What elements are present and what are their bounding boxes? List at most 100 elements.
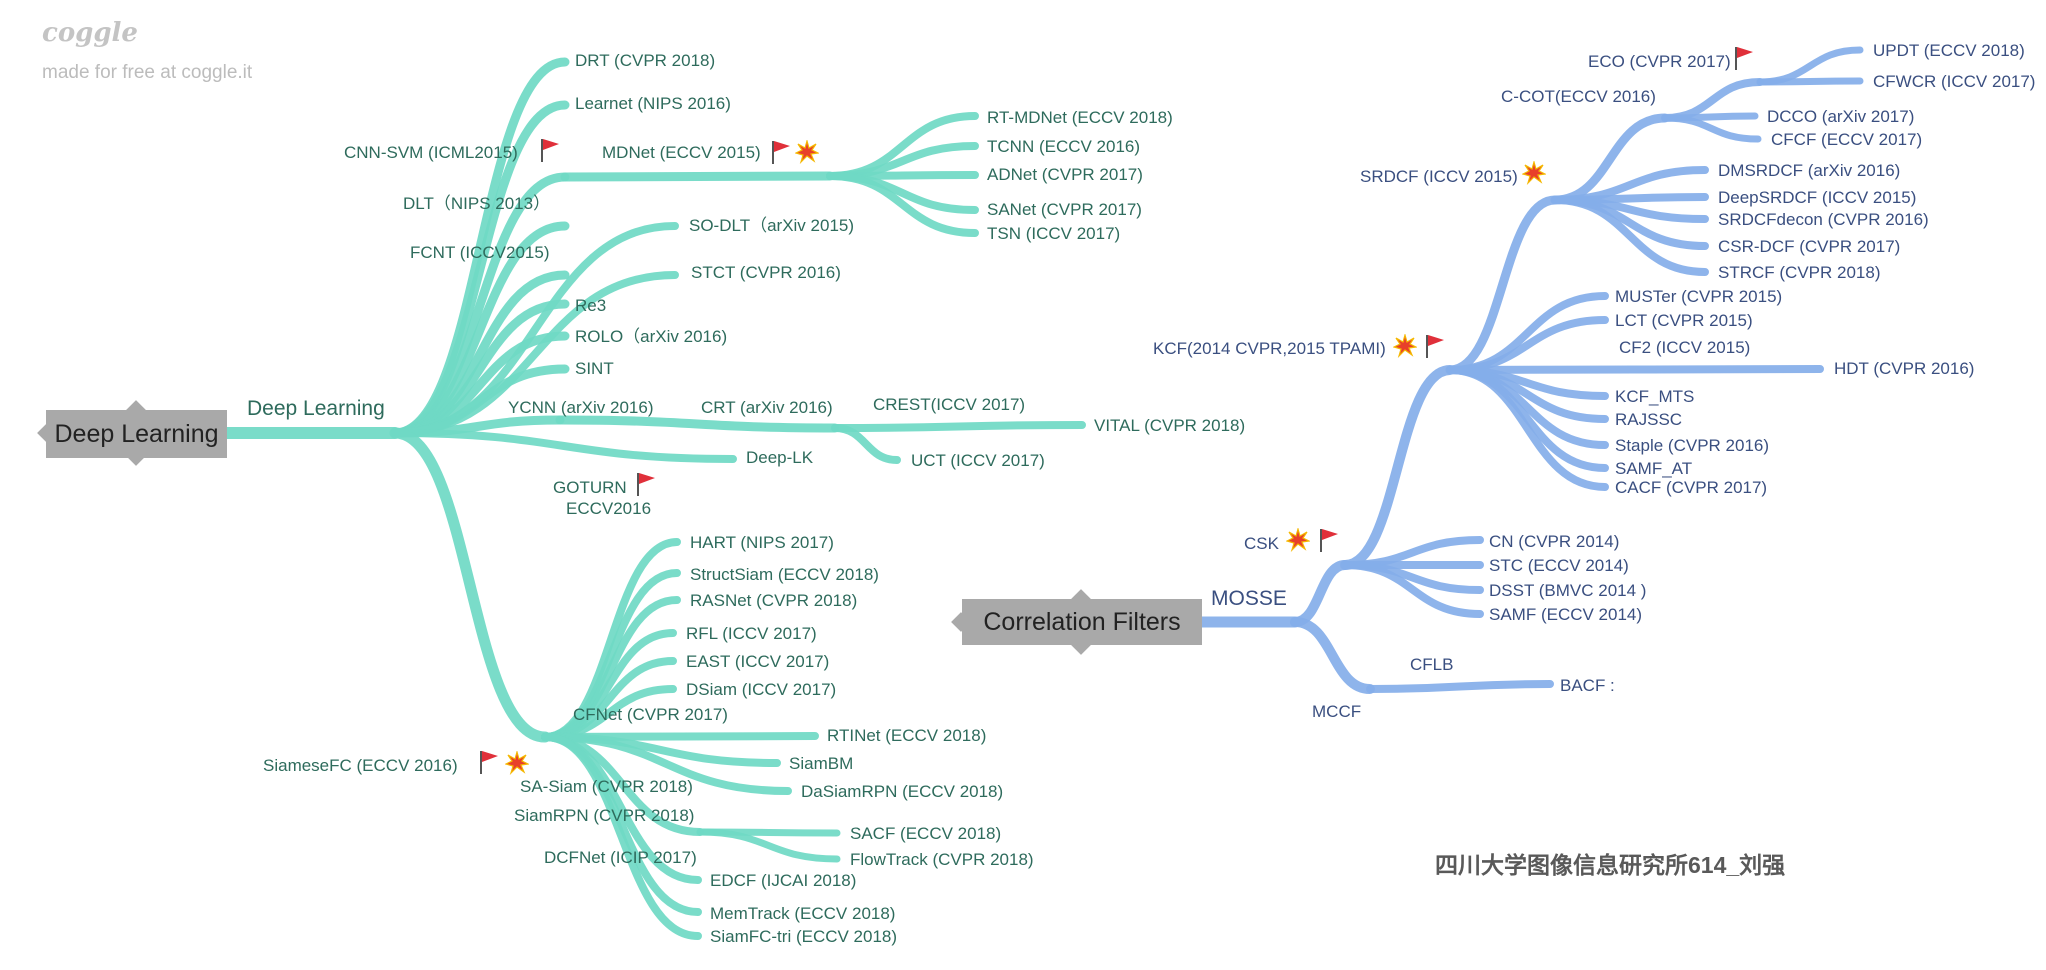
- branch-connector: [1550, 113, 1670, 205]
- node-cnn-svm[interactable]: CNN-SVM (ICML2015): [344, 143, 518, 162]
- node-dlt[interactable]: DLT（NIPS 2013）: [403, 194, 551, 213]
- node-fcnt[interactable]: FCNT (ICCV2015): [410, 243, 550, 262]
- node-rt-mdnet[interactable]: RT-MDNet (ECCV 2018): [987, 108, 1173, 127]
- explosion-icon: [1286, 528, 1310, 552]
- branch-connector: [541, 733, 792, 795]
- node-tsn[interactable]: TSN (ICCV 2017): [987, 224, 1121, 243]
- node-srdcf[interactable]: SRDCF (ICCV 2015): [1360, 167, 1518, 186]
- node-srdcfdecon[interactable]: SRDCFdecon (CVPR 2016): [1718, 210, 1929, 229]
- node-adnet[interactable]: ADNet (CVPR 2017): [987, 165, 1143, 184]
- node-sint[interactable]: SINT: [575, 359, 614, 378]
- node-hart[interactable]: HART (NIPS 2017): [690, 533, 834, 552]
- node-mccf[interactable]: MCCF: [1312, 702, 1362, 721]
- node-dasiamrpn[interactable]: DaSiamRPN (ECCV 2018): [801, 782, 1004, 801]
- node-rajssc[interactable]: RAJSSC: [1615, 410, 1683, 429]
- branch-connector: [831, 424, 901, 464]
- node-csk[interactable]: CSK: [1244, 534, 1279, 553]
- node-east[interactable]: EAST (ICCV 2017): [686, 652, 830, 671]
- node-ycnn[interactable]: YCNN (arXiv 2016): [508, 398, 654, 417]
- branch-connector: [391, 429, 737, 463]
- node-flowtrack[interactable]: FlowTrack (CVPR 2018): [850, 850, 1034, 869]
- node-cflb[interactable]: CFLB: [1410, 655, 1454, 674]
- node-stct[interactable]: STCT (CVPR 2016): [691, 263, 841, 282]
- node-staple[interactable]: Staple (CVPR 2016): [1615, 436, 1770, 455]
- branch-connector: [1551, 196, 1709, 276]
- node-samf-at[interactable]: SAMF_AT: [1615, 459, 1693, 478]
- node-siamrpn[interactable]: SiamRPN (CVPR 2018): [514, 806, 695, 825]
- node-cn[interactable]: CN (CVPR 2014): [1489, 532, 1620, 551]
- branch-connector: [826, 172, 979, 237]
- node-dcfnet[interactable]: DCFNet (ICIP 2017): [544, 848, 697, 867]
- node-learnet[interactable]: Learnet (NIPS 2016): [575, 94, 731, 113]
- explosion-icon: [795, 140, 819, 164]
- coggle-subtitle[interactable]: made for free at coggle.it: [42, 62, 253, 83]
- author-credit: 四川大学图像信息研究所614_刘强: [1435, 852, 1786, 878]
- node-bacf[interactable]: BACF :: [1560, 676, 1615, 695]
- node-uct[interactable]: UCT (ICCV 2017): [911, 451, 1045, 470]
- node-hdt[interactable]: HDT (CVPR 2016): [1834, 359, 1975, 378]
- mosse-branch-label[interactable]: MOSSE: [1211, 587, 1287, 610]
- node-kcf-mts[interactable]: KCF_MTS: [1615, 387, 1695, 406]
- node-cf2[interactable]: CF2 (ICCV 2015): [1619, 338, 1751, 357]
- coggle-logo[interactable]: coggle: [42, 18, 138, 48]
- node-sacf[interactable]: SACF (ECCV 2018): [850, 824, 1002, 843]
- branch-connector: [1756, 77, 1864, 86]
- node-ccot[interactable]: C-COT(ECCV 2016): [1501, 87, 1656, 106]
- node-memtrack[interactable]: MemTrack (ECCV 2018): [710, 904, 896, 923]
- node-lct[interactable]: LCT (CVPR 2015): [1615, 311, 1753, 330]
- branch-connector: [555, 415, 840, 433]
- node-dsiam[interactable]: DSiam (ICCV 2017): [686, 680, 837, 699]
- node-so-dlt[interactable]: SO-DLT（arXiv 2015): [689, 216, 855, 235]
- node-eco[interactable]: ECO (CVPR 2017): [1588, 52, 1731, 71]
- node-strcf[interactable]: STRCF (CVPR 2018): [1718, 263, 1881, 282]
- node-siamesefc[interactable]: SiameseFC (ECCV 2016): [263, 756, 458, 775]
- node-structsiam[interactable]: StructSiam (ECCV 2018): [690, 565, 879, 584]
- correlation-filters-root[interactable]: Correlation Filters: [962, 599, 1202, 645]
- node-updt[interactable]: UPDT (ECCV 2018): [1873, 41, 2025, 60]
- node-csr-dcf[interactable]: CSR-DCF (CVPR 2017): [1718, 237, 1901, 256]
- node-rtinet[interactable]: RTINet (ECCV 2018): [827, 726, 987, 745]
- branch-connector: [696, 828, 841, 863]
- explosion-icon: [1522, 161, 1546, 185]
- node-dmsrdcf[interactable]: DMSRDCF (arXiv 2016): [1718, 161, 1901, 180]
- node-muster[interactable]: MUSTer (CVPR 2015): [1615, 287, 1783, 306]
- node-rasnet[interactable]: RASNet (CVPR 2018): [690, 591, 858, 610]
- node-siamfc-tri[interactable]: SiamFC-tri (ECCV 2018): [710, 927, 898, 946]
- explosion-icon: [505, 751, 529, 775]
- node-tcnn[interactable]: TCNN (ECCV 2016): [987, 137, 1141, 156]
- node-kcf[interactable]: KCF(2014 CVPR,2015 TPAMI): [1153, 339, 1386, 358]
- node-rfl[interactable]: RFL (ICCV 2017): [686, 624, 817, 643]
- node-deep-lk[interactable]: Deep-LK: [746, 448, 814, 467]
- node-deepsrdcf[interactable]: DeepSRDCF (ICCV 2015): [1718, 188, 1917, 207]
- node-rolo[interactable]: ROLO（arXiv 2016): [575, 327, 728, 346]
- red-flag-icon: [772, 141, 790, 164]
- node-crt[interactable]: CRT (arXiv 2016): [701, 398, 833, 417]
- node-sanet[interactable]: SANet (CVPR 2017): [987, 200, 1142, 219]
- node-goturn[interactable]: GOTURN: [553, 478, 627, 497]
- deep-learning-root[interactable]: Deep Learning: [46, 410, 227, 458]
- node-re3[interactable]: Re3: [575, 296, 607, 315]
- node-mdnet[interactable]: MDNet (ECCV 2015): [602, 143, 761, 162]
- red-flag-icon: [1426, 335, 1444, 358]
- node-drt[interactable]: DRT (CVPR 2018): [575, 51, 716, 70]
- node-edcf[interactable]: EDCF (IJCAI 2018): [710, 871, 857, 890]
- node-dcco[interactable]: DCCO (arXiv 2017): [1767, 107, 1915, 126]
- correlation-filter-branches: [1196, 46, 1864, 694]
- node-crest[interactable]: CREST(ICCV 2017): [873, 395, 1026, 414]
- node-stc[interactable]: STC (ECCV 2014): [1489, 556, 1629, 575]
- node-samf[interactable]: SAMF (ECCV 2014): [1489, 605, 1643, 624]
- deep-learning-branch-label[interactable]: Deep Learning: [247, 397, 385, 420]
- node-cfcf[interactable]: CFCF (ECCV 2017): [1771, 130, 1923, 149]
- node-cacf[interactable]: CACF (CVPR 2017): [1615, 478, 1768, 497]
- node-dsst[interactable]: DSST (BMVC 2014 ): [1489, 581, 1647, 600]
- node-goturn-venue[interactable]: ECCV2016: [566, 499, 652, 518]
- node-vital[interactable]: VITAL (CVPR 2018): [1094, 416, 1246, 435]
- trunk-siamese: [389, 427, 551, 743]
- branch-connector: [1290, 617, 1375, 694]
- node-cfwcr[interactable]: CFWCR (ICCV 2017): [1873, 72, 2036, 91]
- node-cfnet[interactable]: CFNet (CVPR 2017): [573, 705, 728, 724]
- node-sa-siam[interactable]: SA-Siam (CVPR 2018): [520, 777, 693, 796]
- branch-connector: [1661, 78, 1764, 122]
- red-flag-icon: [637, 473, 655, 496]
- node-siambm[interactable]: SiamBM: [789, 754, 854, 773]
